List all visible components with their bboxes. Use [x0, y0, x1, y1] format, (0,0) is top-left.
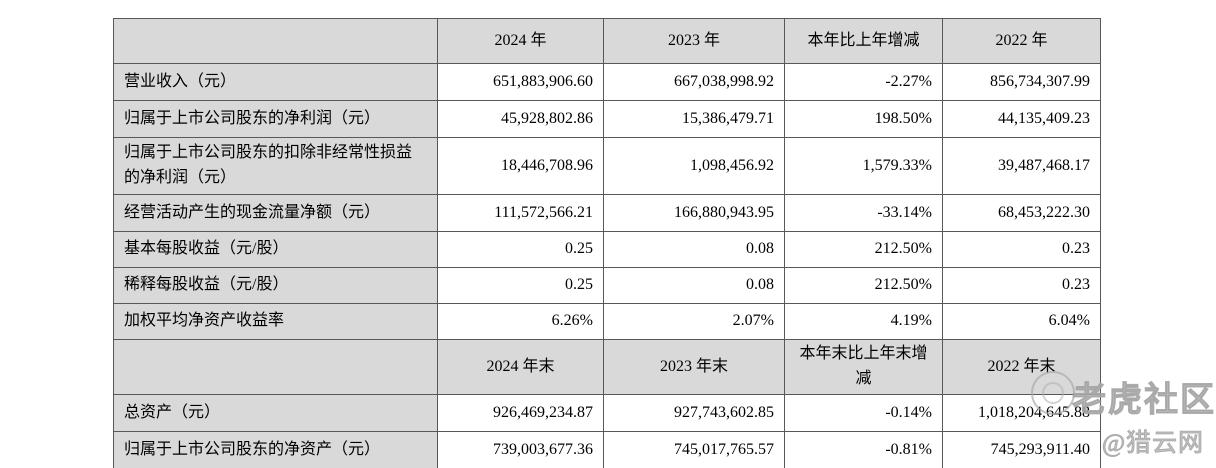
value-2023: 927,743,602.85: [603, 394, 785, 432]
row-label: 稀释每股收益（元/股）: [113, 267, 438, 304]
value-2023: 0.08: [603, 267, 785, 304]
row-label: 归属于上市公司股东的净利润（元）: [113, 100, 438, 138]
table-row-weighted-avg-roe: 加权平均净资产收益率 6.26% 2.07% 4.19% 6.04%: [113, 303, 1101, 340]
table-row-basic-eps: 基本每股收益（元/股） 0.25 0.08 212.50% 0.23: [113, 231, 1101, 268]
value-2024: 45,928,802.86: [437, 100, 604, 138]
value-2023: 745,017,765.57: [603, 431, 785, 468]
header-2022: 2022 年: [942, 18, 1101, 64]
header-2022-end: 2022 年末: [942, 339, 1101, 395]
table-row-net-profit-excl-nonrecurring: 归属于上市公司股东的扣除非经常性损益的净利润（元） 18,446,708.96 …: [113, 137, 1101, 195]
header-blank-cell: [113, 18, 438, 64]
row-label: 加权平均净资产收益率: [113, 303, 438, 340]
table-row-revenue: 营业收入（元） 651,883,906.60 667,038,998.92 -2…: [113, 63, 1101, 101]
row-label: 归属于上市公司股东的扣除非经常性损益的净利润（元）: [113, 137, 438, 195]
table-row-diluted-eps: 稀释每股收益（元/股） 0.25 0.08 212.50% 0.23: [113, 267, 1101, 304]
value-2024: 111,572,566.21: [437, 194, 604, 232]
value-2023: 0.08: [603, 231, 785, 268]
value-2024: 18,446,708.96: [437, 137, 604, 195]
header-2024: 2024 年: [437, 18, 604, 64]
row-label: 归属于上市公司股东的净资产（元）: [113, 431, 438, 468]
value-change: 4.19%: [784, 303, 943, 340]
value-2022: 44,135,409.23: [942, 100, 1101, 138]
header-blank-cell: [113, 339, 438, 395]
value-2022: 0.23: [942, 231, 1101, 268]
table-header-period-end: 2024 年末 2023 年末 本年末比上年末增减 2022 年末: [113, 339, 1101, 395]
value-change: 198.50%: [784, 100, 943, 138]
value-2023: 166,880,943.95: [603, 194, 785, 232]
value-2024: 6.26%: [437, 303, 604, 340]
value-2022: 1,018,204,645.88: [942, 394, 1101, 432]
table-row-net-assets: 归属于上市公司股东的净资产（元） 739,003,677.36 745,017,…: [113, 431, 1101, 468]
header-2023-end: 2023 年末: [603, 339, 785, 395]
row-label: 经营活动产生的现金流量净额（元）: [113, 194, 438, 232]
value-change: -0.81%: [784, 431, 943, 468]
table-row-total-assets: 总资产（元） 926,469,234.87 927,743,602.85 -0.…: [113, 394, 1101, 432]
value-2023: 15,386,479.71: [603, 100, 785, 138]
value-2022: 39,487,468.17: [942, 137, 1101, 195]
value-2022: 6.04%: [942, 303, 1101, 340]
header-2024-end: 2024 年末: [437, 339, 604, 395]
value-2023: 667,038,998.92: [603, 63, 785, 101]
table-header-annual: 2024 年 2023 年 本年比上年增减 2022 年: [113, 18, 1101, 64]
value-2024: 0.25: [437, 231, 604, 268]
lieyunwang-watermark: @猎云网: [1101, 430, 1205, 458]
value-2024: 0.25: [437, 267, 604, 304]
header-2023: 2023 年: [603, 18, 785, 64]
row-label: 基本每股收益（元/股）: [113, 231, 438, 268]
row-label: 总资产（元）: [113, 394, 438, 432]
value-2022: 856,734,307.99: [942, 63, 1101, 101]
value-2024: 739,003,677.36: [437, 431, 604, 468]
value-2022: 745,293,911.40: [942, 431, 1101, 468]
value-2022: 0.23: [942, 267, 1101, 304]
value-change: -2.27%: [784, 63, 943, 101]
table-row-net-profit: 归属于上市公司股东的净利润（元） 45,928,802.86 15,386,47…: [113, 100, 1101, 138]
table-row-operating-cash-flow: 经营活动产生的现金流量净额（元） 111,572,566.21 166,880,…: [113, 194, 1101, 232]
value-2023: 2.07%: [603, 303, 785, 340]
financial-summary-table: 2024 年 2023 年 本年比上年增减 2022 年 营业收入（元） 651…: [113, 18, 1101, 468]
value-change: 212.50%: [784, 267, 943, 304]
header-yoy-change: 本年比上年增减: [784, 18, 943, 64]
value-change: 1,579.33%: [784, 137, 943, 195]
header-period-end-change: 本年末比上年末增减: [784, 339, 943, 395]
value-2024: 926,469,234.87: [437, 394, 604, 432]
value-2024: 651,883,906.60: [437, 63, 604, 101]
value-2023: 1,098,456.92: [603, 137, 785, 195]
value-change: -33.14%: [784, 194, 943, 232]
value-change: 212.50%: [784, 231, 943, 268]
row-label: 营业收入（元）: [113, 63, 438, 101]
value-2022: 68,453,222.30: [942, 194, 1101, 232]
value-change: -0.14%: [784, 394, 943, 432]
